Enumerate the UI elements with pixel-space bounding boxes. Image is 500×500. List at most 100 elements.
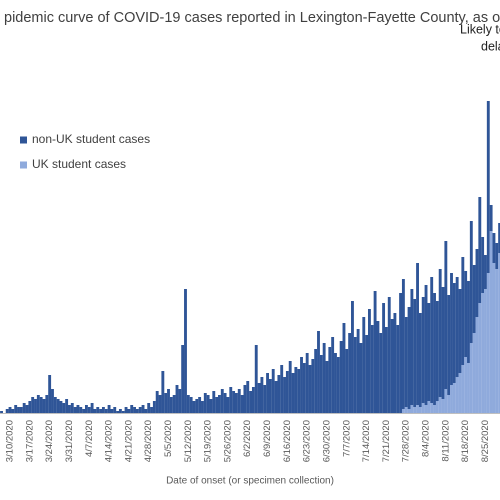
bar-segment xyxy=(319,355,323,413)
bar-segment xyxy=(201,401,204,413)
bar-segment xyxy=(76,405,80,413)
bar-segment xyxy=(390,319,394,413)
x-tick-label: 5/5/2020 xyxy=(163,420,174,457)
bar-segment xyxy=(410,289,414,405)
bar-segment xyxy=(237,389,241,413)
x-tick-label: 5/26/2020 xyxy=(222,420,233,462)
bar-segment xyxy=(84,405,88,413)
bar-segment xyxy=(450,273,453,385)
bar-segment xyxy=(283,377,286,413)
bar-segment xyxy=(121,411,125,413)
bar-segment xyxy=(87,407,91,413)
bar-segment xyxy=(472,333,476,413)
bar-segment xyxy=(206,395,210,413)
bar-segment xyxy=(447,295,451,395)
x-tick-label: 7/28/2020 xyxy=(401,420,412,462)
bar-segment xyxy=(435,401,439,413)
bar-segment xyxy=(96,407,100,413)
bar-segment xyxy=(481,237,485,293)
bar-segment xyxy=(311,359,315,413)
bar-segment xyxy=(8,407,12,413)
bar-segment xyxy=(93,409,97,413)
bar-segment xyxy=(452,383,456,413)
bar-segment xyxy=(232,391,236,413)
bar-segment xyxy=(36,395,40,413)
bar-segment xyxy=(11,409,15,413)
bar-segment xyxy=(226,397,230,413)
bar-segment xyxy=(314,349,318,413)
bar-segment xyxy=(195,399,199,413)
legend-swatch xyxy=(20,136,27,144)
x-tick-label: 3/31/2020 xyxy=(64,420,75,462)
bar-segment xyxy=(218,395,221,413)
bar-segment xyxy=(229,387,233,413)
bar-segment xyxy=(325,361,329,413)
bar-segment xyxy=(31,397,35,413)
bar-segment xyxy=(461,257,465,365)
bar-segment xyxy=(285,371,289,413)
bar-segment xyxy=(498,223,500,253)
bar-segment xyxy=(220,389,224,413)
bar-segment xyxy=(481,293,485,413)
bar-segment xyxy=(184,289,187,413)
bar-segment xyxy=(138,407,142,413)
x-tick-label: 7/14/2020 xyxy=(361,420,372,462)
bar-segment xyxy=(300,357,303,413)
bar-segment xyxy=(461,365,465,413)
bar-segment xyxy=(413,299,417,407)
bar-segment xyxy=(447,395,451,413)
bar-segment xyxy=(79,407,83,413)
x-tick-label: 6/30/2020 xyxy=(321,420,332,462)
bar-segment xyxy=(249,391,253,413)
legend-swatch xyxy=(20,161,27,169)
x-tick-label: 8/25/2020 xyxy=(480,420,491,462)
bar-segment xyxy=(198,397,202,413)
bar-segment xyxy=(458,373,462,413)
bar-segment xyxy=(331,337,335,413)
bar-segment xyxy=(147,403,151,413)
bar-segment xyxy=(495,243,499,269)
bar-segment xyxy=(401,409,405,413)
bar-segment xyxy=(387,297,391,413)
bar-segment xyxy=(271,369,275,413)
bar-segment xyxy=(416,405,419,413)
bar-segment xyxy=(124,407,128,413)
bar-segment xyxy=(274,381,278,413)
bar-segment xyxy=(17,407,20,413)
bar-segment xyxy=(486,273,490,413)
bar-segment xyxy=(254,345,258,413)
x-tick-label: 3/17/2020 xyxy=(24,420,35,462)
bar-segment xyxy=(164,393,168,413)
bar-segment xyxy=(336,357,340,413)
bar-segment xyxy=(56,399,60,413)
bar-segment xyxy=(189,397,193,413)
bar-segment xyxy=(39,397,43,413)
bar-segment xyxy=(444,389,448,413)
bar-segment xyxy=(438,269,442,397)
bar-segment xyxy=(192,401,196,413)
bar-segment xyxy=(263,385,267,413)
bar-segment xyxy=(424,285,428,405)
bar-segment xyxy=(421,403,425,413)
bar-segment xyxy=(277,375,281,413)
bar-segment xyxy=(135,409,139,413)
bar-segment xyxy=(243,385,247,413)
bar-segment xyxy=(418,407,422,413)
x-tick-label: 8/18/2020 xyxy=(460,420,471,462)
bar-segment xyxy=(110,409,114,413)
bar-segment xyxy=(203,393,207,413)
x-tick-label: 4/7/2020 xyxy=(84,420,95,457)
bar-segment xyxy=(161,371,165,413)
bar-segment xyxy=(351,301,354,413)
x-tick-label: 6/2/2020 xyxy=(242,420,253,457)
annotation: dela xyxy=(481,39,500,53)
bar-segment xyxy=(396,325,400,413)
bar-segment xyxy=(118,409,122,413)
legend-label: non-UK student cases xyxy=(32,132,150,146)
bar-segment xyxy=(495,269,499,413)
bar-segment xyxy=(484,289,487,413)
bar-segment xyxy=(401,279,405,409)
bar-segment xyxy=(399,293,403,413)
bar-segment xyxy=(28,401,32,413)
x-tick-label: 6/23/2020 xyxy=(302,420,313,462)
